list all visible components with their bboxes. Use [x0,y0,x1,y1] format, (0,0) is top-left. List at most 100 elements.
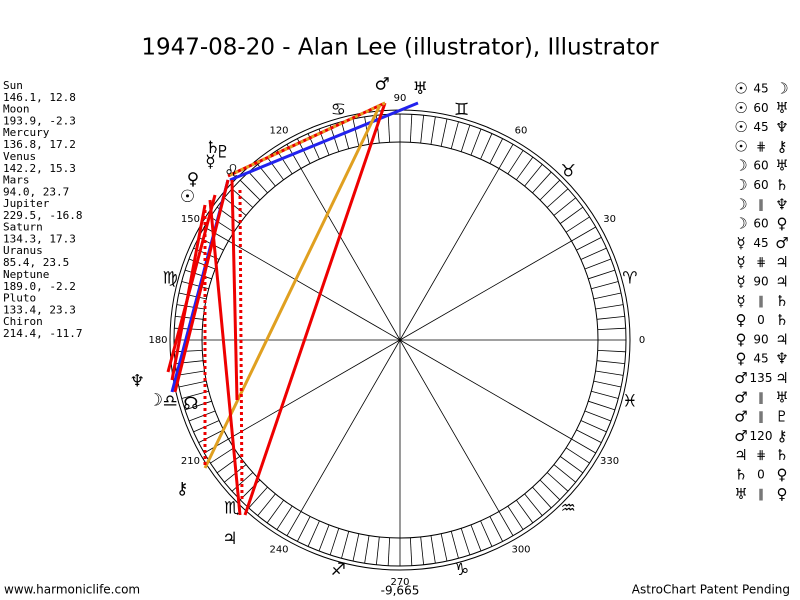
aspect-type: 90 [753,332,768,346]
ring-tick [210,447,235,464]
degree-label: 210 [181,456,200,467]
ring-tick [364,535,370,564]
degree-label: 150 [181,214,200,225]
ring-tick [341,531,350,559]
planet-name: Sun [3,79,23,92]
aspect-line [238,189,244,501]
ring-tick [276,150,293,175]
zodiac-sign: ♍ [162,268,177,288]
ring-tick [387,114,391,143]
ring-tick [276,505,293,530]
aspect-planet: ♄ [734,466,747,484]
planet-glyph: ☽ [148,391,163,411]
aspect-planet: ♂ [734,388,747,406]
ring-tick [532,171,552,194]
ring-tick [210,216,235,233]
planet-position: 146.1, 12.8 [3,91,76,104]
ring-tick [597,349,626,353]
ring-tick [318,524,330,552]
ring-tick [257,493,276,516]
ring-tick [420,536,425,565]
aspect-type: ∥ [758,410,764,424]
planet-name: Mars [3,173,30,186]
planet-name: Moon [3,103,30,116]
aspect-planet: ♃ [734,446,747,464]
aspect-type: 60 [753,217,768,231]
aspect-planet: ☿ [736,273,745,291]
aspect-planet: ♃ [775,369,788,387]
ring-tick [524,493,543,516]
spoke [399,339,500,512]
ring-tick [588,400,616,411]
aspect-planet: ♀ [736,350,747,368]
ring-tick [507,150,524,175]
ring-tick [576,237,602,251]
ring-tick [266,499,284,524]
aspect-planet: ♅ [775,388,788,406]
degree-label: 90 [394,93,407,104]
aspect-lines [166,101,419,516]
ring-tick [546,188,569,208]
planet-position: 85.4, 23.5 [3,256,69,269]
ring-tick [559,206,584,224]
aspect-type: 45 [753,120,768,134]
zodiac-sign: ♊ [454,100,469,120]
ring-tick [409,537,413,566]
footer-center: -9,665 [381,584,420,598]
ring-tick [174,349,203,353]
aspect-type: 135 [750,371,773,385]
aspect-type: 0 [757,313,765,327]
aspect-planet: ☿ [736,253,745,271]
aspect-planet: ♃ [775,273,788,291]
planet-glyph: ♂ [375,75,390,95]
ring-tick [516,499,534,524]
aspect-type: ⋕ [756,139,766,153]
ring-tick [307,520,320,547]
ring-tick [596,315,625,320]
ring-tick [593,380,622,388]
ring-tick [507,505,524,530]
planet-name: Mercury [3,126,50,139]
ring-tick [341,121,350,149]
ring-tick [516,156,534,181]
aspect-planet: ☉ [734,118,747,136]
aspect-line [243,102,387,516]
ring-tick [591,281,619,290]
aspect-planet: ☽ [734,195,747,213]
planet-name: Chiron [3,315,43,328]
degree-label: 240 [269,545,288,556]
aspect-planet: ♄ [775,446,788,464]
aspect-type: 120 [750,429,773,443]
degree-label: 270 [390,577,409,588]
ring-tick [231,188,254,208]
ring-tick [588,269,616,280]
aspect-planet: ♄ [775,292,788,310]
aspect-type: 60 [753,159,768,173]
ring-tick [470,524,482,552]
ring-tick [450,531,459,559]
aspect-planet: ♅ [734,485,747,503]
aspect-planet: ♃ [775,253,788,271]
ring-tick [178,380,207,388]
aspect-planet: ☿ [736,234,745,252]
ring-tick [580,247,607,260]
planet-glyph: ♆ [130,372,145,392]
zodiac-sign: ♈ [622,268,637,288]
aspect-planet: ♀ [736,311,747,329]
ring-tick [539,479,561,501]
ring-tick [593,292,622,300]
ring-tick [198,429,224,443]
aspect-type: 60 [753,178,768,192]
aspect-planet: ☽ [734,176,747,194]
ring-tick [596,360,625,365]
aspect-planet: ☉ [734,80,747,98]
ring-tick [595,370,624,376]
ring-tick [498,511,514,536]
ring-tick [460,124,471,152]
aspect-type: ∥ [758,390,764,404]
aspect-planet: ☿ [736,292,745,310]
ring-tick [204,226,229,242]
zodiac-sign: ♏ [224,498,239,518]
spoke [300,339,401,512]
